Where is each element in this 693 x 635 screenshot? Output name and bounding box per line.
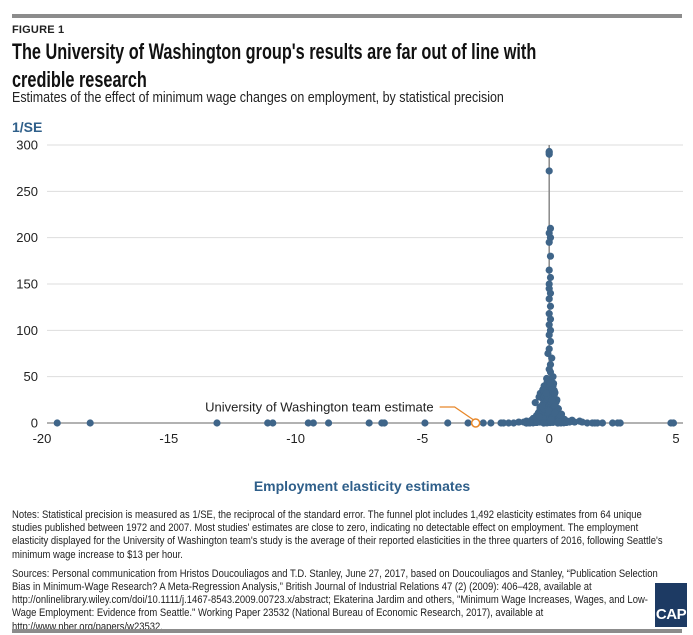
data-point <box>547 416 555 424</box>
funnel-plot: 1/SE 0 50 100 150 200 250 300 -20 -15 -10 -5 0 5 Un… <box>12 119 683 494</box>
data-point <box>505 419 513 427</box>
x-tick-label: 0 <box>546 431 553 446</box>
notes-block: Notes: Statistical precision is measured… <box>12 509 666 635</box>
data-point <box>616 419 624 427</box>
y-tick-label: 250 <box>16 184 38 199</box>
data-point <box>304 419 312 427</box>
data-point <box>464 419 472 427</box>
data-point <box>545 147 553 156</box>
annotation-leader-line <box>439 406 475 421</box>
data-point <box>309 419 317 427</box>
data-point <box>365 419 373 427</box>
data-point <box>546 224 555 232</box>
x-axis-title: Employment elasticity estimates <box>254 478 471 494</box>
x-tick-label: -10 <box>286 431 305 446</box>
data-point <box>545 310 553 318</box>
data-point <box>545 280 553 288</box>
y-tick-label: 150 <box>16 277 38 292</box>
data-point <box>542 389 550 397</box>
data-point <box>479 419 487 427</box>
data-point <box>546 326 555 334</box>
cap-logo-text: CAP <box>655 606 687 623</box>
data-point <box>545 295 553 303</box>
x-tick-label: -5 <box>417 431 429 446</box>
data-point <box>598 419 607 427</box>
data-point <box>269 419 277 427</box>
data-point <box>499 419 508 427</box>
data-point <box>546 273 555 282</box>
y-tick-label: 0 <box>31 416 38 431</box>
data-point <box>545 167 553 175</box>
data-point <box>532 418 541 427</box>
data-point <box>545 266 553 274</box>
y-tick-label: 300 <box>16 138 38 153</box>
y-tick-label: 100 <box>16 323 38 338</box>
y-axis-title: 1/SE <box>12 119 42 135</box>
cap-logo: CAP <box>655 583 687 627</box>
data-point <box>556 411 564 419</box>
data-point <box>213 419 221 427</box>
data-point <box>546 315 555 323</box>
grid-lines <box>47 144 683 424</box>
data-point <box>546 337 555 346</box>
data-point <box>578 418 586 426</box>
notes-text: Notes: Statistical precision is measured… <box>12 509 663 561</box>
data-point <box>545 345 553 353</box>
x-tick-labels: -20 -15 -10 -5 0 5 <box>33 431 680 446</box>
data-point <box>515 418 523 426</box>
bottom-rule <box>12 629 682 633</box>
data-point <box>545 407 553 415</box>
uw-estimate-point <box>470 418 481 428</box>
data-point <box>546 361 555 369</box>
y-tick-label: 50 <box>24 369 38 384</box>
data-point <box>324 419 333 427</box>
data-point <box>548 396 556 404</box>
data-point <box>86 419 94 427</box>
data-point <box>554 417 562 425</box>
sources-text: Sources: Personal communication from Hri… <box>12 567 658 633</box>
x-tick-label: -15 <box>159 431 178 446</box>
data-point <box>535 413 543 421</box>
x-tick-label: -20 <box>33 431 52 446</box>
data-point <box>669 419 678 427</box>
data-point <box>444 419 452 427</box>
x-tick-label: 5 <box>672 431 679 446</box>
data-point <box>593 419 601 427</box>
y-tick-labels: 0 50 100 150 200 250 300 <box>16 138 38 431</box>
figure-title: The University of Washington group's res… <box>12 39 537 92</box>
data-points <box>53 147 678 427</box>
data-point <box>540 419 548 427</box>
figure-subtitle: Estimates of the effect of minimum wage … <box>12 90 504 106</box>
data-point <box>53 419 61 427</box>
data-point <box>546 379 554 387</box>
data-point <box>487 419 495 427</box>
data-point <box>545 321 553 329</box>
data-point <box>609 419 617 427</box>
data-point <box>421 419 429 427</box>
data-point <box>264 419 272 427</box>
data-point <box>551 409 559 417</box>
data-point <box>380 419 388 427</box>
data-point <box>538 402 546 410</box>
top-rule <box>12 14 682 18</box>
y-tick-label: 200 <box>16 230 38 245</box>
data-point <box>531 399 539 407</box>
data-point <box>546 302 555 310</box>
data-point <box>565 418 573 426</box>
uw-estimate-label: University of Washington team estimate <box>205 400 434 415</box>
figure-label: FIGURE 1 <box>12 24 65 36</box>
data-point <box>546 252 555 260</box>
